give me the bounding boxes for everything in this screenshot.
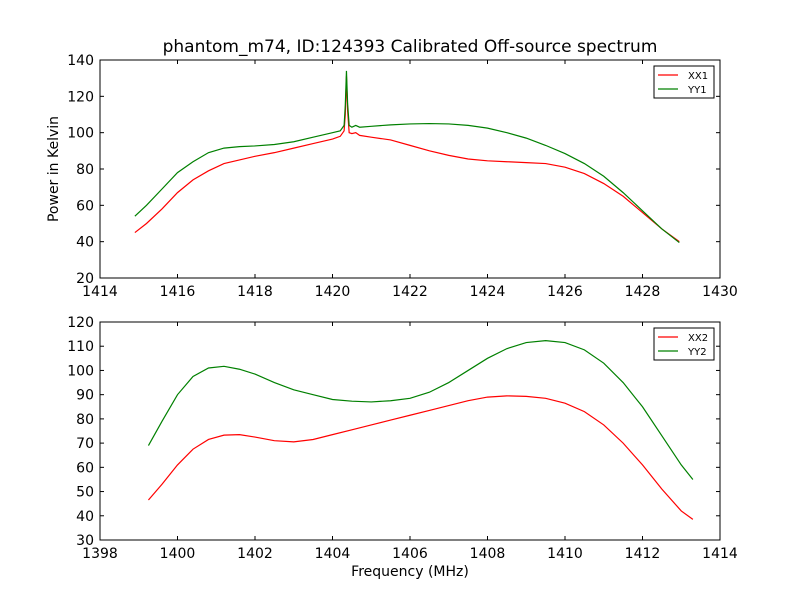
series-line-xx1 <box>134 76 680 243</box>
y-tick-label: 80 <box>76 162 94 178</box>
y-tick-label: 50 <box>76 485 94 501</box>
y-tick-label: 120 <box>67 89 94 105</box>
x-tick-label: 1406 <box>392 546 428 562</box>
x-tick-label: 1414 <box>702 546 738 562</box>
x-tick-label: 1428 <box>625 284 661 300</box>
x-tick-label: 1410 <box>547 546 583 562</box>
y-tick-label: 60 <box>76 198 94 214</box>
x-tick-label: 1426 <box>547 284 583 300</box>
y-axis-label: Power in Kelvin <box>46 116 62 222</box>
y-tick-label: 140 <box>67 53 94 69</box>
y-tick-label: 40 <box>76 235 94 251</box>
legend-box <box>653 327 715 361</box>
legend-label-yy2: YY2 <box>687 347 707 358</box>
y-tick-label: 20 <box>76 271 94 287</box>
x-tick-label: 1408 <box>470 546 506 562</box>
x-tick-label: 1404 <box>315 546 351 562</box>
x-tick-label: 1430 <box>702 284 738 300</box>
x-axis-label: Frequency (MHz) <box>351 564 469 580</box>
x-tick-label: 1400 <box>160 546 196 562</box>
chart-panel-1: 1414 1416 1418 1420 1422 1424 1426 1428 1430 20 40… <box>46 37 738 300</box>
y-tick-label: 100 <box>67 363 94 379</box>
series-line-yy2 <box>147 340 694 480</box>
series-line-yy1 <box>134 70 680 244</box>
x-tick-label: 1402 <box>237 546 273 562</box>
y-tick-label: 40 <box>76 509 94 525</box>
y-tick-label: 80 <box>76 412 94 428</box>
y-tick-label: 60 <box>76 460 94 476</box>
x-tick-label: 1422 <box>392 284 428 300</box>
y-tick-label: 100 <box>67 126 94 142</box>
x-tick-label: 1416 <box>160 284 196 300</box>
x-tick-label: 1418 <box>237 284 273 300</box>
y-tick-label: 70 <box>76 436 94 452</box>
y-tick-label: 110 <box>67 339 94 355</box>
series-line-xx2 <box>147 395 694 520</box>
y-tick-label: 90 <box>76 388 94 404</box>
legend-label-xx1: XX1 <box>688 71 708 82</box>
y-tick-label: 30 <box>76 533 94 549</box>
x-tick-label: 1414 <box>82 284 118 300</box>
x-tick-label: 1420 <box>315 284 351 300</box>
chart-panel-2: 1398 1400 1402 1404 1406 1408 1410 1412 1414 30 40… <box>67 315 738 580</box>
legend-label-yy1: YY1 <box>687 85 707 96</box>
legend-label-xx2: XX2 <box>688 333 708 344</box>
x-tick-label: 1398 <box>82 546 118 562</box>
legend-box <box>653 65 715 99</box>
x-tick-label: 1412 <box>625 546 661 562</box>
y-tick-label: 120 <box>67 315 94 331</box>
x-tick-label: 1424 <box>470 284 506 300</box>
chart-title: phantom_m74, ID:124393 Calibrated Off-so… <box>163 37 658 57</box>
